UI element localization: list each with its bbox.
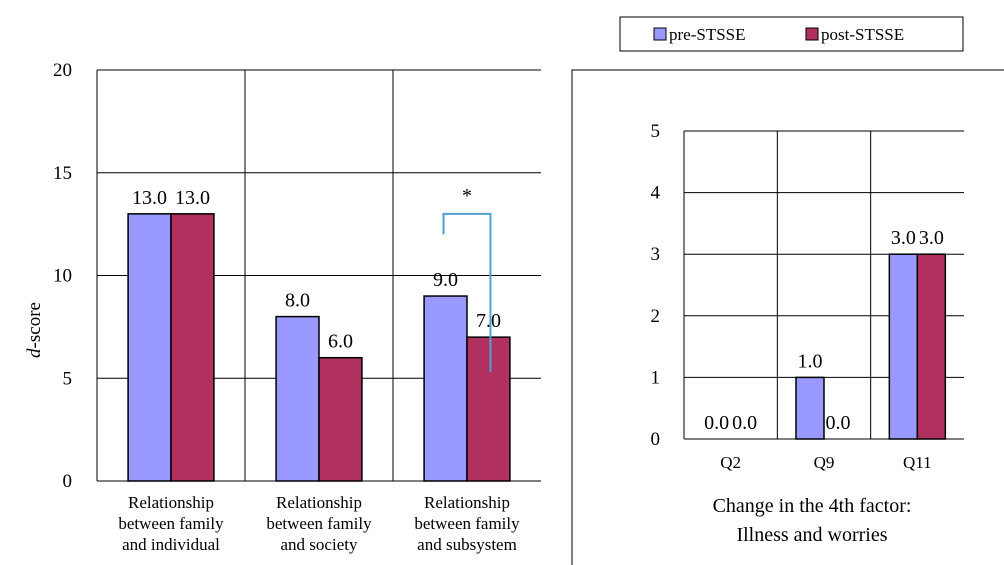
x-tick-label: and society [281,535,358,554]
x-tick-label: and subsystem [417,535,517,554]
bar-pre [795,376,825,440]
x-tick-label: Relationship [424,493,510,512]
data-label: 1.0 [798,350,823,372]
y-tick-label: 20 [53,60,72,81]
data-label: 13.0 [132,187,167,209]
bar-pre [888,253,919,440]
y-tick-label: 4 [651,183,661,204]
bar-post [318,356,363,482]
significance-star: * [462,185,472,207]
data-label: 3.0 [891,227,916,249]
bar-pre [423,295,468,482]
x-tick-label: Q9 [814,453,835,472]
y-tick-label: 5 [63,368,73,389]
legend: pre-STSSE post-STSSE [619,16,964,52]
y-tick-label: 0 [63,471,73,492]
right-x-ticks: Q2 Q9 Q11 [720,453,931,472]
right-bar-labels: 0.01.03.00.0 0.03.0 [704,227,944,434]
bar-post [170,213,215,482]
bar-pre [127,213,172,482]
right-bars [795,253,947,440]
right-caption-line-2: Illness and worries [736,524,887,546]
left-bar-labels: 13.0 8.0 9.0 13.0 6.0 7.0 [132,187,501,353]
y-tick-label: 2 [651,306,661,327]
y-tick-label: 5 [651,121,661,142]
left-bars [127,213,511,482]
data-label: 6.0 [328,331,353,353]
x-tick-label: between family [118,514,224,533]
data-label: 0.0 [704,412,729,434]
y-tick-label: 1 [651,367,661,388]
legend-label-post: post-STSSE [821,25,904,44]
data-label: 3.0 [919,227,944,249]
y-tick-label: 15 [53,163,72,184]
x-tick-label: and individual [122,535,220,554]
right-caption-line-1: Change in the 4th factor: [713,495,912,517]
bar-post [466,336,511,482]
y-tick-label: 0 [651,429,661,450]
data-label: 8.0 [285,290,310,312]
x-tick-label: Relationship [128,493,214,512]
bar-pre [275,315,320,482]
bar-post [916,253,947,440]
data-label: 13.0 [175,187,210,209]
bracket-line [442,212,492,373]
y-tick-label: 3 [651,244,661,265]
left-x-ticks: Relationship between family and individual… [118,493,520,554]
y-label-italic: d [24,348,45,358]
right-y-ticks: 0 1 2 3 4 5 [651,121,661,450]
y-tick-label: 10 [53,266,72,287]
left-y-axis-label: d-score [24,302,45,358]
x-tick-label: between family [414,514,520,533]
data-label: 0.0 [826,412,851,434]
x-tick-label: Q2 [720,453,741,472]
x-tick-label: Q11 [903,453,932,472]
significance-bracket: * [442,185,492,373]
x-tick-label: Relationship [276,493,362,512]
data-label: 9.0 [433,269,458,291]
legend-swatch-post [805,27,819,41]
right-panel-frame [571,69,1004,565]
x-tick-label: between family [266,514,372,533]
legend-swatch-pre [653,27,667,41]
legend-label-pre: pre-STSSE [669,25,746,44]
legend-frame [619,16,964,52]
left-y-ticks: 0 5 10 15 20 [53,60,72,492]
data-label: 0.0 [732,412,757,434]
data-label: 7.0 [476,310,501,332]
y-label-rest: -score [24,302,45,348]
left-chart: 13.0 8.0 9.0 13.0 6.0 7.0 0 5 10 15 20 Relationsh… [24,60,541,554]
